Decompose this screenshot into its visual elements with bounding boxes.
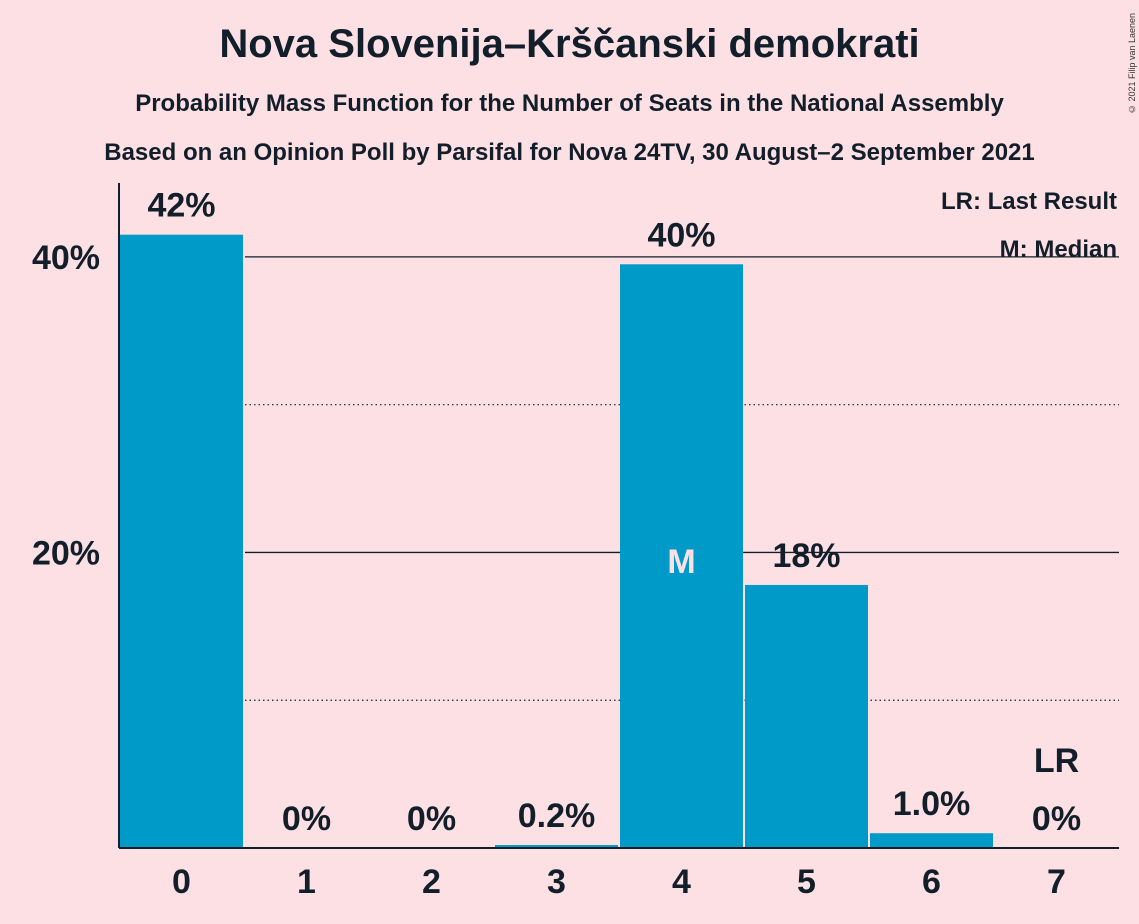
data-label-7: 0%	[1032, 800, 1081, 838]
data-labels: 42% 0% 0% 0.2% 40% 18% 1.0% 0% M LR	[147, 187, 1081, 838]
chart-subtitle: Probability Mass Function for the Number…	[135, 90, 1004, 117]
data-label-3: 0.2%	[518, 797, 596, 835]
bar-5	[745, 584, 868, 848]
bar-3	[495, 845, 618, 848]
median-marker: M	[667, 543, 695, 581]
data-label-1: 0%	[282, 800, 331, 838]
x-tick-label-1: 1	[297, 863, 316, 901]
x-tick-label-2: 2	[422, 863, 441, 901]
last-result-marker: LR	[1034, 742, 1079, 780]
x-tick-label-6: 6	[922, 863, 941, 901]
bar-0	[120, 234, 243, 848]
data-label-6: 1.0%	[893, 785, 971, 823]
y-tick-label-40: 40%	[32, 239, 100, 277]
x-tick-label-0: 0	[172, 863, 191, 901]
data-label-0: 42%	[147, 187, 215, 225]
data-label-2: 0%	[407, 800, 456, 838]
x-tick-label-4: 4	[672, 863, 691, 901]
legend-last-result: LR: Last Result	[941, 188, 1117, 215]
x-tick-label-5: 5	[797, 863, 816, 901]
bars	[120, 234, 993, 848]
bar-6	[870, 833, 993, 848]
data-label-4: 40%	[647, 216, 715, 254]
bar-4	[620, 264, 743, 848]
axes: 20% 40% 0 1 2 3 4 5 6 7	[32, 183, 1119, 901]
chart-source-subtitle: Based on an Opinion Poll by Parsifal for…	[104, 139, 1035, 166]
data-label-5: 18%	[772, 537, 840, 575]
chart-title: Nova Slovenija–Krščanski demokrati	[219, 22, 920, 66]
x-tick-label-3: 3	[547, 863, 566, 901]
x-tick-label-7: 7	[1047, 863, 1066, 901]
y-tick-label-20: 20%	[32, 534, 100, 572]
legend-median: M: Median	[1000, 236, 1117, 263]
